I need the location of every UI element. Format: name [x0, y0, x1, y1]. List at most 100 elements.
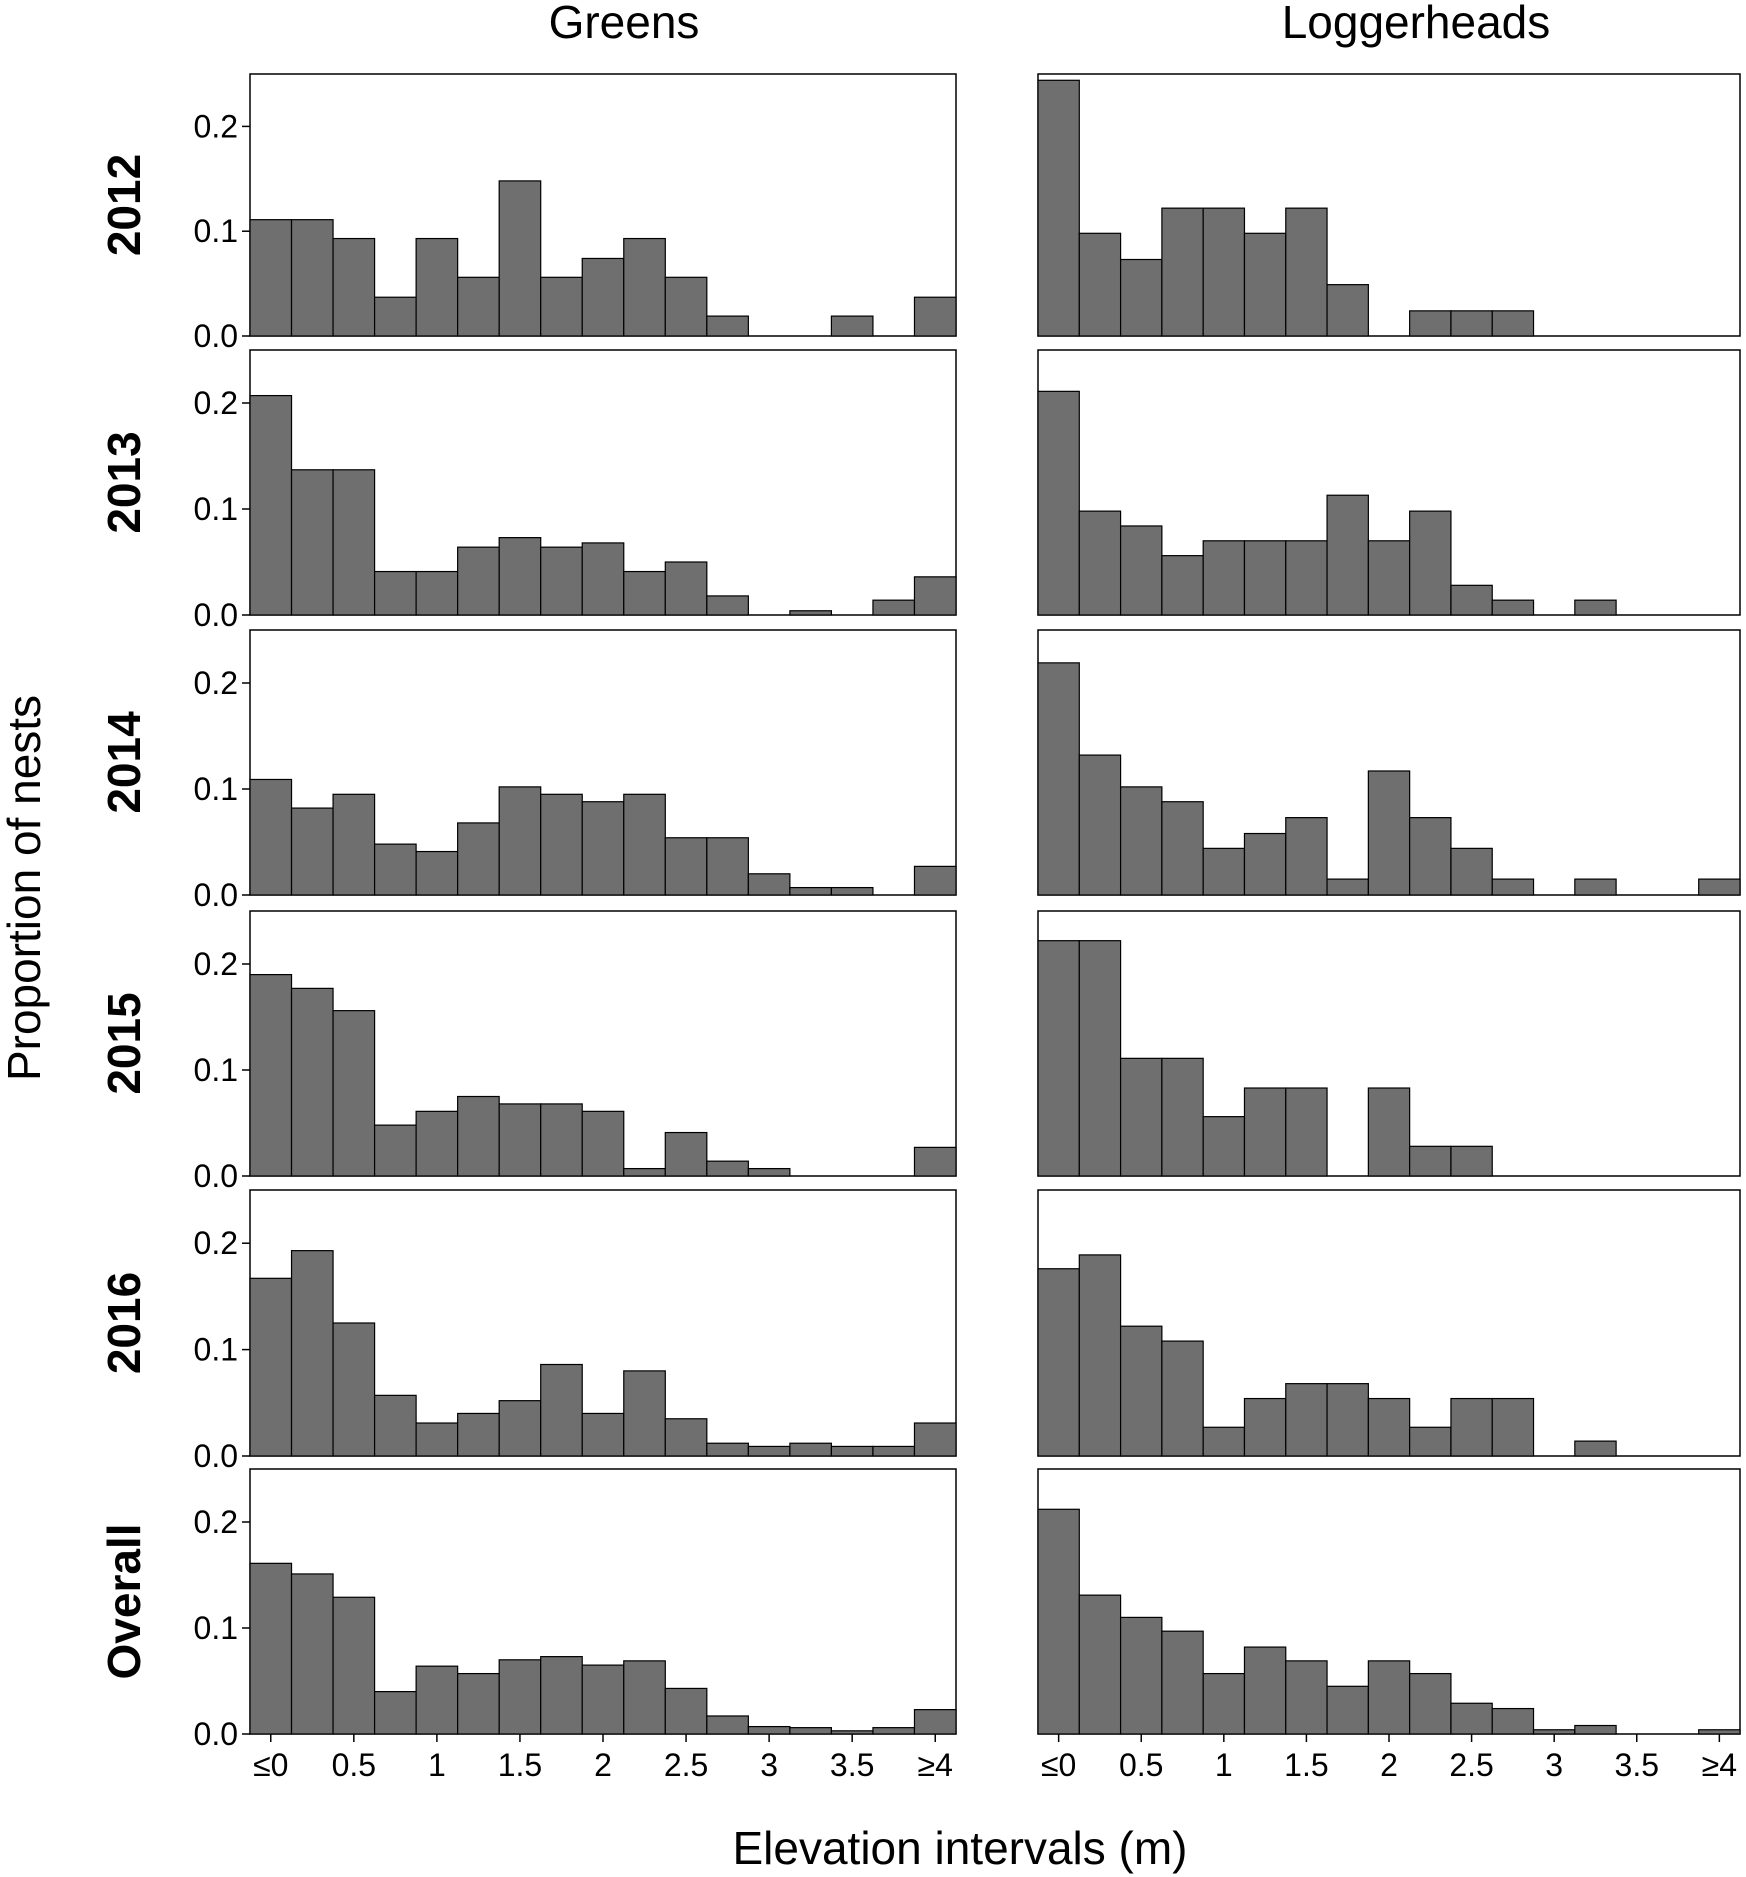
bar	[1078, 754, 1122, 896]
bar	[1491, 878, 1535, 896]
bar	[540, 1363, 583, 1457]
bar	[1202, 847, 1246, 896]
bar	[1409, 510, 1452, 616]
bar	[540, 546, 583, 616]
bar	[747, 873, 791, 896]
bar	[664, 1131, 708, 1177]
bar	[1119, 1325, 1163, 1457]
x-tick-label: 3	[760, 1747, 778, 1783]
bar	[1161, 1340, 1204, 1457]
bar	[457, 1412, 500, 1457]
bar	[1574, 1724, 1617, 1735]
bar	[913, 1146, 957, 1177]
bar	[830, 315, 874, 337]
bar	[1202, 1116, 1246, 1177]
bar	[457, 546, 500, 616]
bar	[332, 1010, 376, 1177]
bar	[249, 1562, 293, 1735]
bar	[1450, 310, 1493, 337]
bar	[1698, 1729, 1741, 1735]
bar	[415, 850, 459, 896]
bar	[623, 793, 666, 896]
bar	[373, 1394, 417, 1457]
bar	[1367, 540, 1411, 616]
x-tick-label: 0.5	[332, 1747, 376, 1783]
bar	[1367, 1087, 1411, 1177]
row-label-2016: 2016	[98, 1272, 150, 1374]
bar	[457, 822, 500, 896]
bar	[1326, 1383, 1369, 1457]
panel-greens-2012: 0.0 0.1 0.2	[194, 73, 957, 354]
bar	[290, 219, 334, 337]
bar	[457, 1095, 500, 1177]
row-label-2012: 2012	[98, 154, 150, 256]
bar	[498, 180, 542, 337]
bar	[373, 570, 417, 616]
bar	[623, 570, 666, 616]
y-axis-title: Proportion of nests	[0, 695, 50, 1081]
bar	[706, 1442, 749, 1457]
y-tick-label: 0.1	[194, 1610, 238, 1646]
bar	[581, 1664, 625, 1735]
bar	[1078, 232, 1122, 337]
bar	[1491, 310, 1535, 337]
bar	[913, 576, 957, 616]
bar	[1574, 1440, 1617, 1457]
bar	[1450, 847, 1493, 896]
bar	[540, 793, 583, 896]
bar	[789, 610, 833, 616]
y-tick-label: 0.1	[194, 771, 238, 807]
col-title-loggerheads: Loggerheads	[1282, 0, 1551, 48]
bar	[373, 1124, 417, 1177]
bar	[332, 1596, 376, 1735]
y-tick-label: 0.2	[194, 108, 238, 144]
bar	[913, 1709, 957, 1735]
bar	[1285, 1087, 1328, 1177]
x-tick-label: 2	[594, 1747, 612, 1783]
bar	[1037, 662, 1080, 896]
y-tick-label: 0.2	[194, 1225, 238, 1261]
bar	[332, 469, 376, 616]
x-tick-label: 1	[428, 1747, 446, 1783]
bar	[1285, 540, 1328, 616]
bar	[415, 570, 459, 616]
bar	[1119, 1057, 1163, 1177]
bar	[664, 837, 708, 896]
y-tick-label: 0.2	[194, 385, 238, 421]
bar	[623, 1660, 666, 1735]
y-tick-label: 0.1	[194, 213, 238, 249]
y-tick-label: 0.2	[194, 1504, 238, 1540]
row-label-overall: Overall	[98, 1524, 150, 1680]
bar	[249, 219, 293, 337]
bar	[1202, 1426, 1246, 1457]
bar	[1119, 258, 1163, 337]
bar	[1326, 1685, 1369, 1735]
bar	[1491, 599, 1535, 616]
bar	[1409, 1145, 1452, 1177]
bar	[1243, 1397, 1287, 1457]
x-tick-label: 3	[1545, 1747, 1563, 1783]
row-label-2013: 2013	[98, 431, 150, 533]
y-tick-label: 0.0	[194, 318, 238, 354]
bar	[872, 1727, 916, 1735]
y-tick-label: 0.2	[194, 946, 238, 982]
x-tick-label: 3.5	[1615, 1747, 1659, 1783]
bar	[498, 786, 542, 896]
bar	[1202, 540, 1246, 616]
bar	[706, 595, 749, 616]
bar	[415, 1110, 459, 1177]
bar	[664, 1418, 708, 1457]
bar	[706, 315, 749, 337]
x-tick-label: 2	[1380, 1747, 1398, 1783]
bar	[1243, 232, 1287, 337]
bar	[1326, 878, 1369, 896]
panel-loggerheads-overall: ≤0 0.5 1 1.5 2 2.5 3 3.5 ≥4	[1037, 1468, 1741, 1783]
x-tick-label: 1.5	[1284, 1747, 1328, 1783]
bar	[623, 1167, 666, 1177]
panel-greens-2014: 0.0 0.1 0.2	[194, 629, 957, 913]
bar	[1037, 1268, 1080, 1457]
bar	[1037, 390, 1080, 616]
bar	[1409, 817, 1452, 896]
bar	[1078, 510, 1122, 616]
